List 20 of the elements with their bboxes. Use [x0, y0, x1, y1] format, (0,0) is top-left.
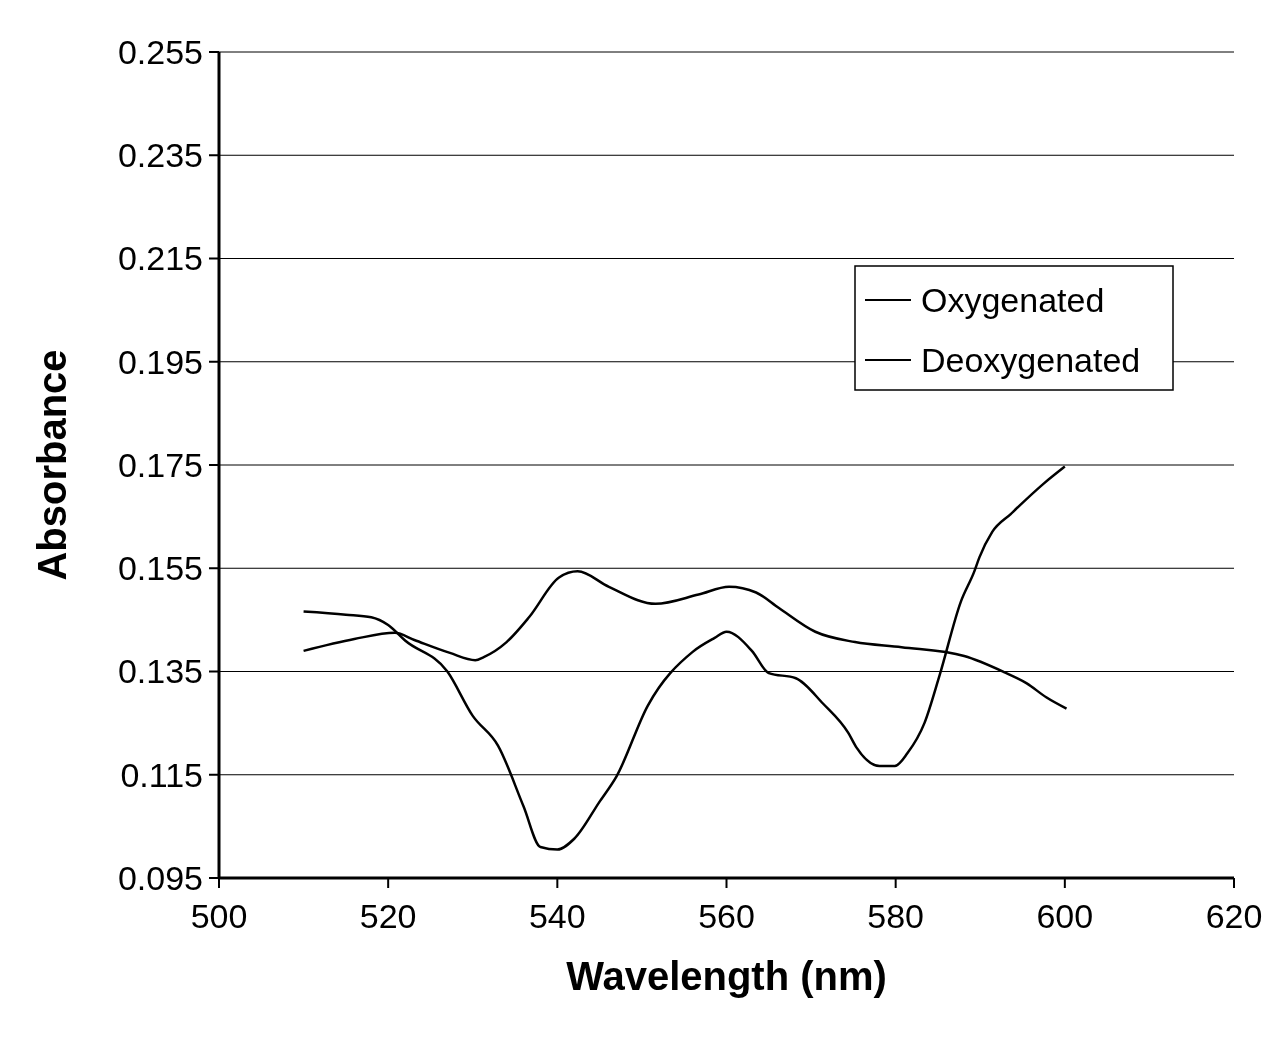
y-tick-label: 0.195 — [117, 342, 203, 381]
y-axis-title: Absorbance — [30, 349, 74, 581]
y-tick-label: 0.155 — [117, 549, 203, 588]
y-tick-label: 0.175 — [117, 445, 203, 484]
y-tick-label: 0.215 — [117, 239, 203, 278]
legend-label: Deoxygenated — [921, 340, 1141, 379]
x-tick-label: 620 — [1205, 897, 1263, 935]
x-tick-label: 600 — [1036, 897, 1094, 935]
y-tick-label: 0.095 — [117, 858, 203, 897]
x-tick-label: 540 — [528, 897, 586, 935]
x-tick-label: 520 — [359, 897, 417, 935]
x-tick-label: 500 — [190, 897, 248, 935]
legend-label: Oxygenated — [921, 280, 1105, 319]
y-tick-label: 0.135 — [117, 652, 203, 691]
x-axis-title: Wavelength (nm) — [566, 954, 887, 998]
x-tick-label: 580 — [867, 897, 925, 935]
y-tick-label: 0.115 — [120, 755, 203, 794]
y-tick-label: 0.255 — [117, 32, 203, 71]
y-tick-label: 0.235 — [117, 136, 203, 175]
x-tick-label: 560 — [698, 897, 755, 935]
